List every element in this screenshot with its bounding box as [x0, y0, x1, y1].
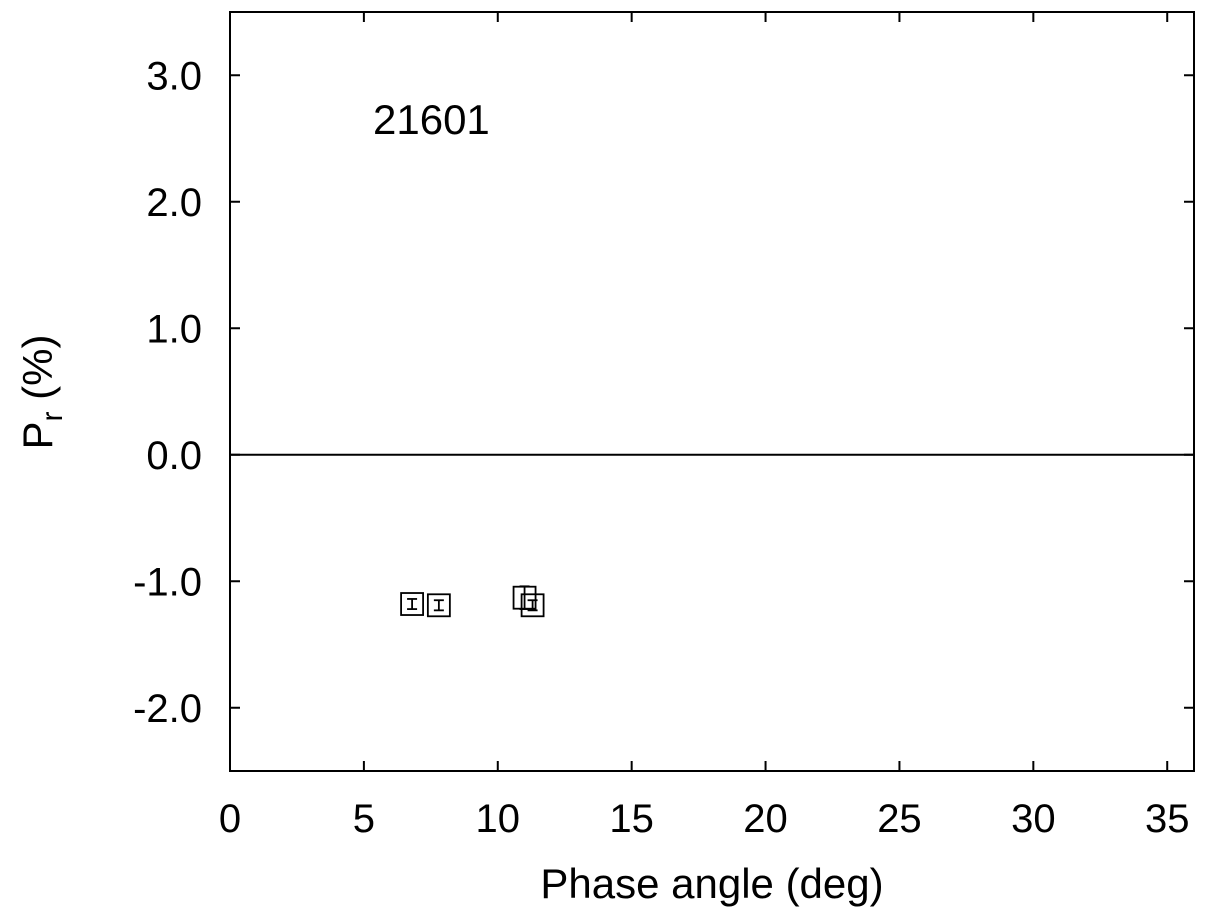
- x-tick-label: 25: [877, 797, 922, 841]
- y-axis-label-unit: (%): [14, 334, 61, 411]
- x-tick-label: 15: [609, 797, 654, 841]
- x-tick-label: 35: [1145, 797, 1190, 841]
- x-tick-label: 20: [743, 797, 788, 841]
- y-tick-label: 1.0: [146, 307, 202, 351]
- y-tick-label: 3.0: [146, 54, 202, 98]
- x-tick-label: 5: [353, 797, 375, 841]
- x-tick-label: 0: [219, 797, 241, 841]
- x-tick-label: 30: [1011, 797, 1056, 841]
- chart-annotation: 21601: [373, 96, 490, 143]
- y-tick-label: 0.0: [146, 434, 202, 478]
- x-axis-ticks: 0 5 10 15 20 25 30 35: [219, 12, 1190, 841]
- plot-frame: [229, 11, 1195, 772]
- x-tick-label: 10: [476, 797, 521, 841]
- y-axis-ticks: -2.0 -1.0 0.0 1.0 2.0 3.0: [133, 54, 1194, 731]
- y-axis-label-main: P: [14, 421, 61, 449]
- point-marker: [426, 593, 451, 618]
- data-point: [426, 593, 451, 618]
- data-point: [400, 592, 424, 616]
- point-marker: [400, 592, 424, 616]
- y-tick-label: -2.0: [133, 687, 202, 731]
- y-axis-label-subscript: r: [36, 411, 69, 421]
- data-point: [512, 585, 537, 610]
- data-point: [520, 593, 545, 618]
- y-tick-label: 2.0: [146, 181, 202, 225]
- y-axis-label: Pr (%): [14, 334, 69, 449]
- data-points: [400, 585, 545, 618]
- x-axis-label: Phase angle (deg): [540, 860, 883, 907]
- point-marker: [520, 593, 545, 618]
- y-tick-label: -1.0: [133, 560, 202, 604]
